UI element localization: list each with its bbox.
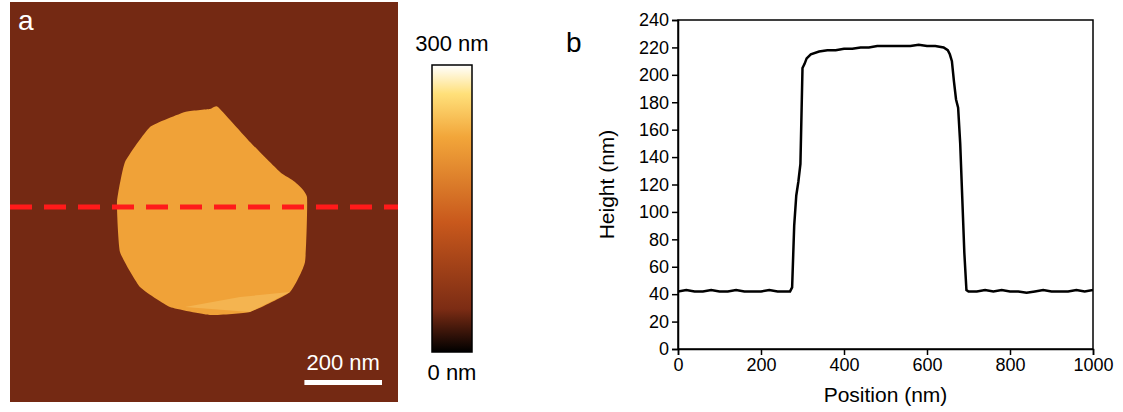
tick-mark [672, 294, 678, 296]
scale-bar [304, 380, 382, 385]
afm-image [10, 2, 398, 402]
tick: 600 [912, 349, 942, 375]
panel-label: b [566, 27, 582, 58]
tick-label: 600 [912, 355, 942, 375]
x-axis: 0 200 400 600 800 1000 [673, 349, 1113, 375]
tick-label: 80 [649, 230, 669, 250]
tick: 40 [649, 284, 678, 304]
tick-label: 20 [649, 312, 669, 332]
tick: 20 [649, 312, 678, 332]
tick-mark [672, 102, 678, 104]
tick: 80 [649, 230, 678, 250]
tick: 0 [659, 339, 678, 359]
tick: 240 [639, 10, 678, 30]
y-axis: 0 20 40 60 80 100 120 140 160 180 200 220 240 [639, 10, 679, 359]
tick-label: 180 [639, 93, 669, 113]
tick-label: 800 [995, 355, 1025, 375]
tick: 1000 [1073, 349, 1113, 375]
tick: 220 [639, 38, 678, 58]
tick: 180 [639, 93, 678, 113]
tick-mark [672, 349, 678, 351]
tick-label: 100 [639, 202, 669, 222]
tick-mark [672, 212, 678, 214]
plot-area [678, 45, 1093, 293]
tick-label: 1000 [1073, 355, 1113, 375]
tick-mark [672, 267, 678, 269]
x-axis-title: Position (nm) [824, 383, 948, 406]
y-axis-title: Height (nm) [595, 130, 618, 240]
scale-bar-label: 200 nm [307, 350, 380, 375]
tick: 140 [639, 147, 678, 167]
profile-line [10, 205, 398, 210]
colorbar-label: 300 nm [415, 31, 488, 56]
tick: 0 [673, 349, 683, 375]
tick-label: 220 [639, 38, 669, 58]
tick-mark [672, 157, 678, 159]
tick: 120 [639, 175, 678, 195]
figure: 200 nm a 300 nm 0 nm 0 200 400 600 800 1000 0 20 40 6… [0, 0, 1123, 412]
tick-label: 200 [639, 65, 669, 85]
tick-mark [672, 129, 678, 131]
profile-curve [678, 45, 1093, 293]
panel-b: 0 200 400 600 800 1000 0 20 40 60 80 100 120 140 160 18… [566, 10, 1114, 406]
tick-label: 40 [649, 284, 669, 304]
tick: 800 [995, 349, 1025, 375]
tick: 160 [639, 120, 678, 140]
particle-facet [185, 292, 290, 312]
tick-label: 0 [673, 355, 683, 375]
tick-label: 160 [639, 120, 669, 140]
axis-line [679, 350, 1094, 356]
colorbar [432, 65, 472, 352]
tick-mark [672, 184, 678, 186]
tick-mark [672, 20, 678, 22]
tick-label: 0 [659, 339, 669, 359]
tick-label: 140 [639, 147, 669, 167]
plot-frame [678, 20, 1093, 349]
panel-a: 200 nm a 300 nm 0 nm [10, 2, 489, 402]
panel-label: a [18, 5, 34, 36]
tick: 200 [746, 349, 776, 375]
tick: 100 [639, 202, 678, 222]
tick: 400 [829, 349, 859, 375]
colorbar-label: 0 nm [428, 360, 477, 385]
tick-label: 200 [746, 355, 776, 375]
tick-mark [672, 47, 678, 49]
tick: 200 [639, 65, 678, 85]
tick-label: 120 [639, 175, 669, 195]
particle [117, 106, 307, 315]
tick-label: 400 [829, 355, 859, 375]
image-background [10, 2, 398, 402]
tick-mark [672, 239, 678, 241]
tick-mark [672, 75, 678, 77]
tick-mark [672, 321, 678, 323]
tick: 60 [649, 257, 678, 277]
tick-label: 240 [639, 10, 669, 30]
tick-label: 60 [649, 257, 669, 277]
